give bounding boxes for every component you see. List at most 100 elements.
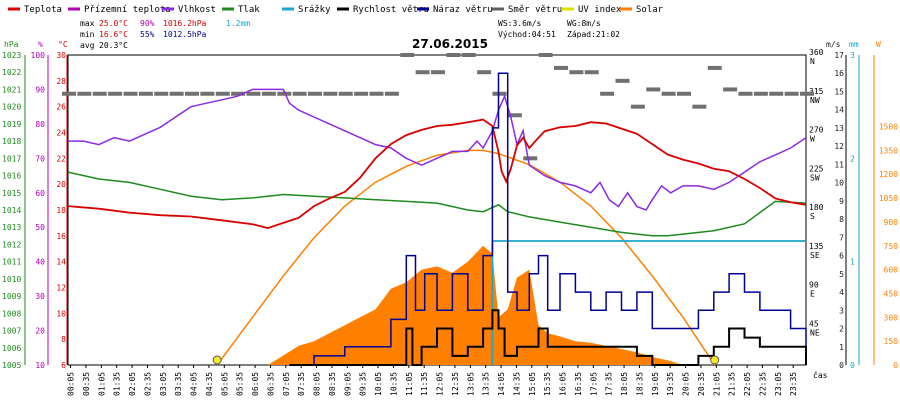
wind-direction-mark [769, 91, 784, 96]
x-tick-label: 08:35 [328, 372, 337, 396]
wind-direction-mark [630, 104, 645, 109]
x-tick-label: 14:05 [497, 372, 506, 396]
x-tick-label: 23:05 [774, 372, 783, 396]
axis-tick-dir: 270 [809, 126, 824, 135]
wind-direction-mark [154, 91, 169, 96]
axis-tick-degc: 28 [56, 77, 66, 86]
wind-direction-mark [707, 65, 722, 70]
wind-direction-mark [231, 91, 246, 96]
wind-direction-mark [492, 91, 507, 96]
x-tick-label: 22:05 [743, 372, 752, 396]
axis-tick-hpa: 1005 [2, 361, 21, 370]
stat-max-hum: 90% [140, 19, 155, 28]
x-tick-label: 05:05 [220, 372, 229, 396]
axis-tick-hpa: 1008 [2, 309, 21, 318]
stat-min-temp: 16.6°C [99, 30, 128, 39]
legend-label: Rychlost větru [353, 5, 429, 15]
stat-min-press: 1012.5hPa [163, 30, 207, 39]
x-tick-label: 17:35 [605, 372, 614, 396]
series-solar [216, 149, 716, 366]
x-tick-label: 00:05 [67, 372, 76, 396]
plot-area [62, 53, 814, 366]
legend-label: Srážky [298, 5, 331, 15]
wind-direction-mark [600, 91, 615, 96]
axis-tick-ms: 2 [839, 325, 844, 334]
wind-direction-mark [169, 91, 184, 96]
x-tick-label: 19:05 [651, 372, 660, 396]
axis-tick-dir-letter: SE [810, 251, 820, 260]
wind-direction-mark [415, 70, 430, 75]
axis-tick-ms: 17 [834, 51, 844, 60]
x-tick-label: 07:05 [282, 372, 291, 396]
axis-tick-mm: 3 [850, 51, 855, 60]
right-axes: m/s01234567891011121314151617360N315NW27… [809, 40, 898, 370]
axis-tick-hpa: 1007 [2, 327, 21, 336]
x-tick-label: 04:05 [190, 372, 199, 396]
axis-tick-dir-letter: E [810, 290, 815, 299]
axis-tick-ms: 14 [834, 106, 844, 115]
axis-tick-degc: 10 [56, 309, 66, 318]
x-tick-label: 19:35 [666, 372, 675, 396]
x-tick-label: 06:05 [251, 372, 260, 396]
legend-label: Směr větru [508, 5, 562, 15]
x-tick-label: 03:05 [159, 372, 168, 396]
axis-tick-degc: 6 [61, 361, 66, 370]
left-axes: hPa1005100610071008100910101011101210131… [2, 40, 68, 370]
x-tick-label: 01:35 [113, 372, 122, 396]
axis-tick-dir-letter: NW [810, 96, 820, 105]
stat-sunrise: Východ:04:51 [498, 30, 556, 39]
axis-tick-dir-letter: N [810, 57, 815, 66]
wind-direction-mark [308, 91, 322, 96]
axis-tick-pct: 100 [31, 51, 46, 60]
wind-direction-mark [185, 91, 199, 96]
wind-direction-mark [692, 104, 707, 109]
wind-direction-mark [753, 91, 768, 96]
axis-tick-ms: 6 [839, 252, 844, 261]
axis-tick-hpa: 1012 [2, 240, 21, 249]
axis-tick-hpa: 1018 [2, 137, 21, 146]
axis-tick-dir: 90 [809, 281, 819, 290]
x-tick-label: 05:35 [236, 372, 245, 396]
axis-tick-ms: 13 [834, 124, 844, 133]
wind-direction-mark [92, 91, 107, 96]
wind-direction-mark [477, 70, 492, 75]
axis-tick-hpa: 1020 [2, 103, 21, 112]
x-tick-label: 10:35 [389, 372, 398, 396]
wind-direction-mark [661, 91, 676, 96]
wind-direction-mark [277, 91, 292, 96]
axis-tick-pct: 40 [35, 258, 45, 267]
series-pressure [67, 171, 807, 237]
axis-tick-ms: 10 [834, 179, 844, 188]
axis-tick-ms: 7 [839, 233, 844, 242]
legend-label: Solar [636, 5, 664, 15]
axis-tick-w: 0 [893, 361, 898, 370]
axis-tick-hpa: 1015 [2, 189, 21, 198]
axis-tick-dir-letter: SW [810, 173, 820, 182]
wind-direction-mark [584, 70, 599, 75]
x-tick-label: 23:35 [789, 372, 798, 396]
axis-tick-hpa: 1017 [2, 154, 21, 163]
axis-tick-dir-letter: NE [810, 328, 820, 337]
stat-max-rain: 1.2mm [226, 19, 250, 28]
x-axis: 00:05 00:35 01:05 01:35 02:05 02:35 03:05 03:35… [67, 365, 828, 396]
x-tick-label: 06:35 [266, 372, 275, 396]
axis-tick-hpa: 1022 [2, 68, 21, 77]
axis-tick-degc: 8 [61, 335, 66, 344]
wind-direction-mark [62, 91, 76, 96]
axis-tick-mm: 0 [850, 361, 855, 370]
axis-tick-degc: 16 [56, 232, 66, 241]
x-tick-label: 18:35 [635, 372, 644, 396]
legend-label: Teplota [24, 5, 62, 15]
x-tick-label: 17:05 [589, 372, 598, 396]
wind-direction-mark [784, 91, 799, 96]
axis-tick-w: 300 [884, 313, 899, 322]
legend-label: Náraz větru [433, 5, 493, 15]
stat-max-label: max [80, 19, 95, 28]
axis-tick-dir-letter: W [810, 135, 815, 144]
axis-tick-dir: 180 [809, 203, 824, 212]
axis-tick-ms: 1 [839, 343, 844, 352]
x-tick-label: 08:05 [313, 372, 322, 396]
axis-tick-w: 750 [884, 242, 899, 251]
wind-direction-mark [77, 91, 92, 96]
legend: Teplota Přízemní teplota Vlhkost Tlak Srážky… [8, 5, 664, 15]
